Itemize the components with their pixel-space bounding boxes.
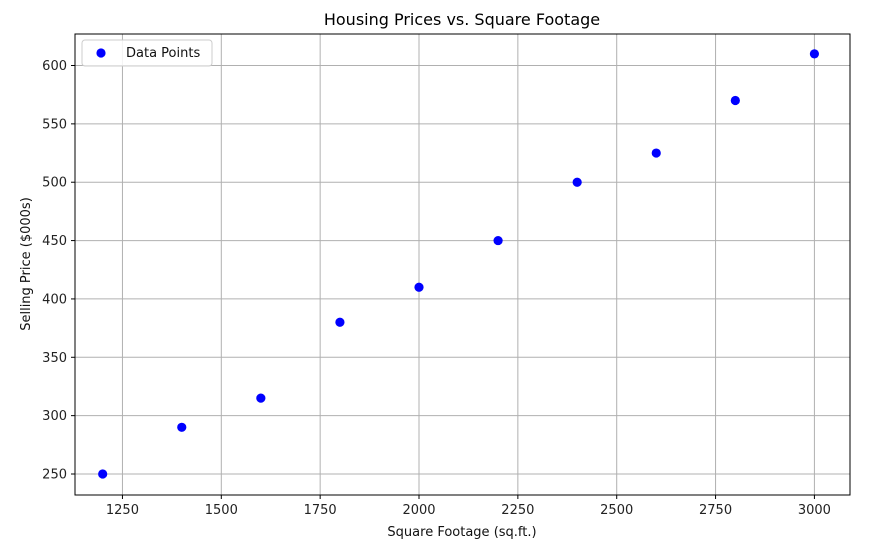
y-tick-label: 500	[42, 176, 67, 191]
grid	[75, 34, 850, 495]
legend-box	[81, 39, 213, 67]
x-tick-label: 2750	[699, 503, 732, 518]
data-point	[335, 317, 345, 327]
x-tick-label: 2500	[600, 503, 633, 518]
y-axis-label: Selling Price ($000s)	[19, 197, 34, 331]
data-point	[572, 177, 582, 187]
data-point	[256, 393, 266, 403]
x-axis-label: Square Footage (sq.ft.)	[387, 525, 536, 540]
x-tick-label: 1250	[106, 503, 139, 518]
y-tick-label: 600	[42, 59, 67, 74]
data-point	[651, 148, 661, 158]
y-tick-label: 300	[42, 409, 67, 424]
x-tick-label: 2250	[501, 503, 534, 518]
axis-ticks: 1250 1500 1750 2000 2250 2500 2750 3000 250 300 35…	[42, 59, 831, 518]
y-tick-label: 550	[42, 117, 67, 132]
x-tick-label: 1500	[205, 503, 238, 518]
y-tick-label: 350	[42, 351, 67, 366]
data-point	[730, 95, 740, 106]
y-tick-label: 450	[42, 234, 67, 249]
x-tick-label: 3000	[798, 503, 831, 518]
legend-marker	[96, 48, 106, 58]
y-tick-label: 400	[42, 292, 67, 307]
data-point	[177, 422, 187, 432]
data-point	[98, 469, 108, 479]
x-tick-label: 2000	[402, 503, 435, 518]
data-point	[414, 282, 424, 292]
data-point	[493, 235, 503, 246]
plot-area	[74, 33, 851, 496]
legend-entry-data-points: Data Points	[126, 46, 200, 61]
legend: Data Points	[81, 39, 213, 67]
y-tick-label: 250	[42, 467, 67, 482]
x-tick-label: 1750	[304, 503, 337, 518]
data-points	[98, 49, 820, 479]
data-point	[809, 49, 820, 59]
chart-title: Housing Prices vs. Square Footage	[324, 10, 600, 29]
